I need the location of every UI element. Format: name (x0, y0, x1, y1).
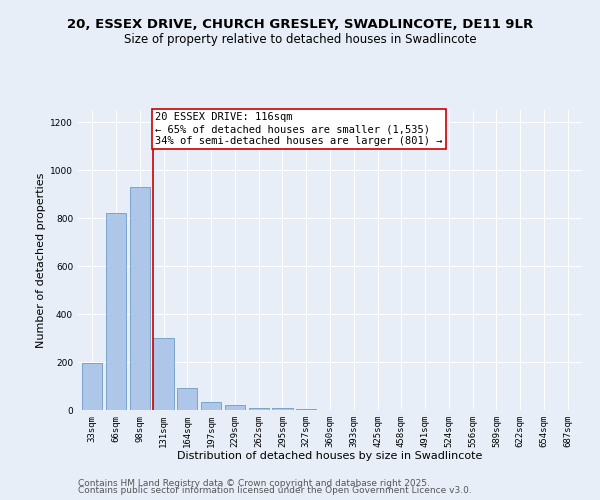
Bar (272, 408, 293, 410)
Y-axis label: Number of detached properties: Number of detached properties (36, 172, 46, 348)
Bar (106, 213, 126, 410)
Bar (296, 409, 316, 410)
Text: Contains HM Land Registry data © Crown copyright and database right 2025.: Contains HM Land Registry data © Crown c… (78, 478, 430, 488)
Text: Contains public sector information licensed under the Open Government Licence v3: Contains public sector information licen… (78, 486, 472, 495)
Bar (201, 402, 221, 410)
Text: 20 ESSEX DRIVE: 116sqm
← 65% of detached houses are smaller (1,535)
34% of semi-: 20 ESSEX DRIVE: 116sqm ← 65% of detached… (155, 112, 443, 146)
Bar (130, 187, 150, 410)
X-axis label: Distribution of detached houses by size in Swadlincote: Distribution of detached houses by size … (178, 452, 482, 462)
Bar (154, 338, 173, 410)
Bar (177, 388, 197, 410)
Bar (82, 362, 103, 410)
Text: 20, ESSEX DRIVE, CHURCH GRESLEY, SWADLINCOTE, DE11 9LR: 20, ESSEX DRIVE, CHURCH GRESLEY, SWADLIN… (67, 18, 533, 30)
Bar (248, 408, 269, 410)
Bar (225, 405, 245, 410)
Text: Size of property relative to detached houses in Swadlincote: Size of property relative to detached ho… (124, 32, 476, 46)
